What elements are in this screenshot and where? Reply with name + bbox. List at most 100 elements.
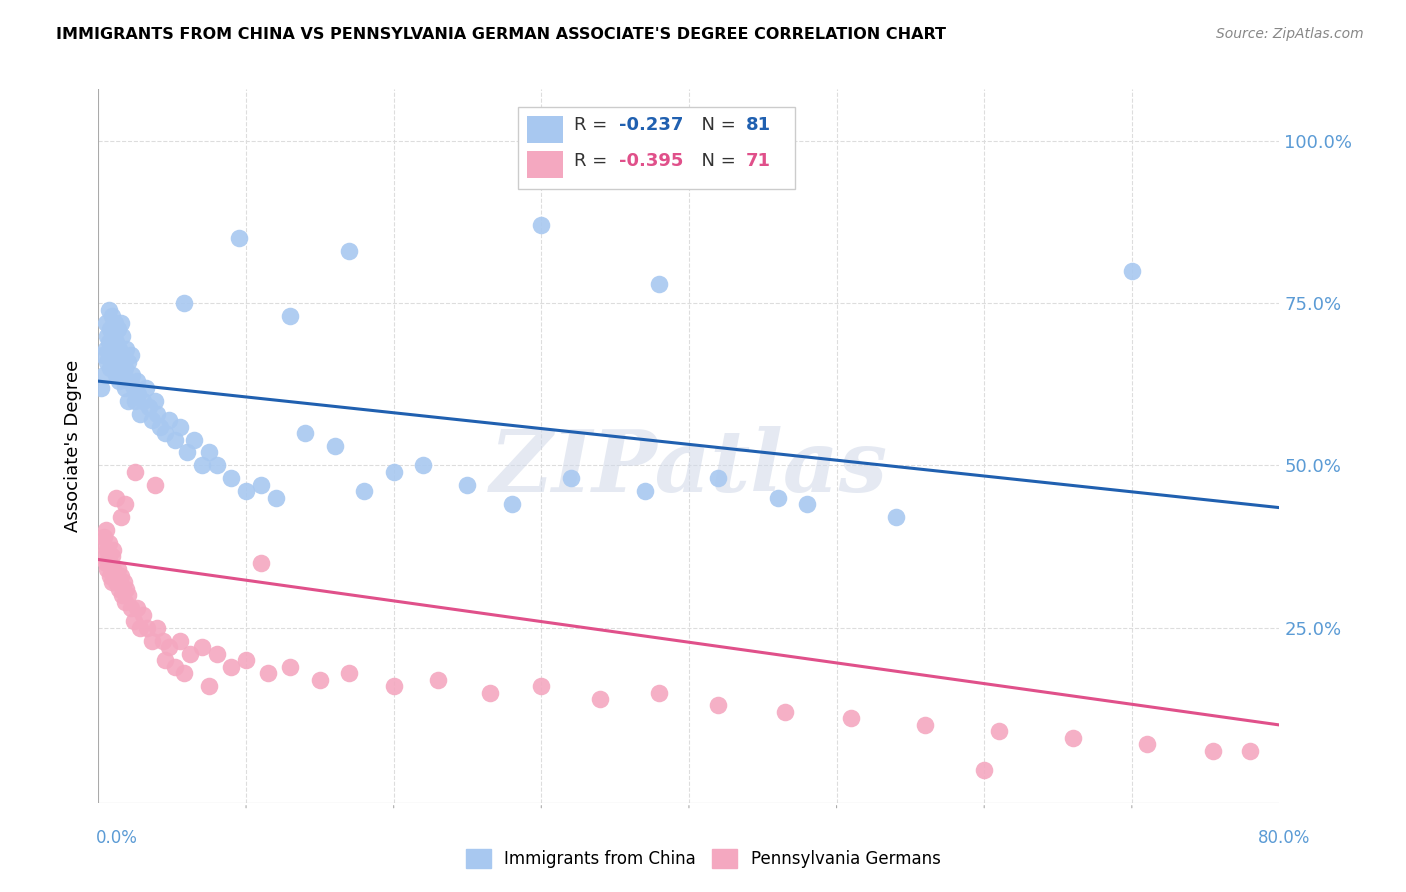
Point bbox=[988, 724, 1011, 739]
Point bbox=[152, 633, 174, 648]
Text: IMMIGRANTS FROM CHINA VS PENNSYLVANIA GERMAN ASSOCIATE'S DEGREE CORRELATION CHAR: IMMIGRANTS FROM CHINA VS PENNSYLVANIA GE… bbox=[56, 27, 946, 42]
Point bbox=[157, 640, 180, 654]
Point bbox=[191, 458, 214, 473]
Point bbox=[353, 484, 375, 499]
Point bbox=[412, 458, 434, 473]
Point bbox=[478, 685, 501, 699]
Point bbox=[1062, 731, 1084, 745]
Point bbox=[108, 582, 131, 596]
Point bbox=[280, 310, 302, 324]
Point bbox=[105, 575, 128, 590]
Point bbox=[110, 361, 132, 376]
Point bbox=[648, 685, 671, 699]
Text: -0.395: -0.395 bbox=[619, 152, 683, 169]
Point bbox=[115, 342, 138, 356]
Text: R =: R = bbox=[575, 116, 613, 134]
Point bbox=[501, 497, 523, 511]
Point bbox=[108, 374, 131, 388]
Point bbox=[221, 659, 243, 673]
Legend: Immigrants from China, Pennsylvania Germans: Immigrants from China, Pennsylvania Germ… bbox=[458, 842, 948, 875]
Point bbox=[124, 393, 146, 408]
Point bbox=[103, 562, 125, 576]
Point bbox=[135, 381, 157, 395]
Point bbox=[914, 718, 936, 732]
Point bbox=[107, 322, 129, 336]
Point bbox=[169, 419, 191, 434]
Point bbox=[120, 601, 142, 615]
Point bbox=[165, 433, 187, 447]
Point bbox=[132, 607, 155, 622]
Point bbox=[122, 381, 145, 395]
Point bbox=[457, 478, 479, 492]
Point bbox=[98, 322, 121, 336]
Point bbox=[198, 445, 221, 459]
Point bbox=[191, 640, 214, 654]
Point bbox=[1239, 744, 1261, 758]
Point bbox=[132, 393, 155, 408]
Point bbox=[97, 302, 120, 317]
Point bbox=[128, 407, 150, 421]
Point bbox=[235, 484, 257, 499]
Point bbox=[98, 361, 121, 376]
Point bbox=[117, 393, 139, 408]
Point bbox=[264, 491, 287, 505]
Point bbox=[111, 588, 134, 602]
Bar bbox=[527, 116, 562, 143]
Point bbox=[250, 478, 273, 492]
Point bbox=[114, 361, 136, 376]
Point bbox=[323, 439, 346, 453]
Text: 71: 71 bbox=[745, 152, 770, 169]
Point bbox=[97, 335, 120, 350]
Point bbox=[93, 530, 115, 544]
Point bbox=[339, 666, 361, 681]
Point bbox=[530, 679, 553, 693]
Text: N =: N = bbox=[690, 116, 741, 134]
Point bbox=[560, 471, 582, 485]
Point bbox=[176, 445, 198, 459]
Point bbox=[125, 601, 148, 615]
Point bbox=[125, 374, 148, 388]
Point bbox=[128, 621, 150, 635]
Point bbox=[122, 614, 145, 628]
Point bbox=[796, 497, 818, 511]
Text: 0.0%: 0.0% bbox=[96, 829, 138, 847]
Text: -0.237: -0.237 bbox=[619, 116, 683, 134]
Point bbox=[141, 633, 163, 648]
Point bbox=[198, 679, 221, 693]
Point bbox=[96, 562, 118, 576]
Point bbox=[530, 219, 553, 233]
Point bbox=[117, 588, 139, 602]
Point bbox=[1202, 744, 1225, 758]
Point bbox=[96, 542, 118, 557]
Point bbox=[103, 328, 125, 343]
Point bbox=[103, 542, 125, 557]
Point bbox=[157, 413, 180, 427]
Point bbox=[90, 381, 112, 395]
Y-axis label: Associate's Degree: Associate's Degree bbox=[63, 359, 82, 533]
Point bbox=[257, 666, 280, 681]
Point bbox=[94, 524, 117, 538]
Point bbox=[228, 231, 250, 245]
Text: N =: N = bbox=[690, 152, 741, 169]
Point bbox=[138, 400, 160, 414]
Point bbox=[104, 568, 127, 582]
Point bbox=[118, 374, 141, 388]
Point bbox=[90, 536, 112, 550]
Point bbox=[124, 465, 146, 479]
Point bbox=[100, 342, 122, 356]
Point bbox=[235, 653, 257, 667]
Point bbox=[110, 568, 132, 582]
Point bbox=[115, 582, 138, 596]
Point bbox=[100, 575, 122, 590]
Point bbox=[153, 425, 176, 440]
Point bbox=[91, 348, 114, 362]
Point bbox=[382, 679, 405, 693]
Point bbox=[205, 647, 228, 661]
Point bbox=[108, 342, 131, 356]
Point bbox=[104, 316, 127, 330]
Point bbox=[112, 575, 135, 590]
Point bbox=[1136, 738, 1159, 752]
Point bbox=[205, 458, 228, 473]
Text: R =: R = bbox=[575, 152, 613, 169]
Point bbox=[146, 621, 169, 635]
